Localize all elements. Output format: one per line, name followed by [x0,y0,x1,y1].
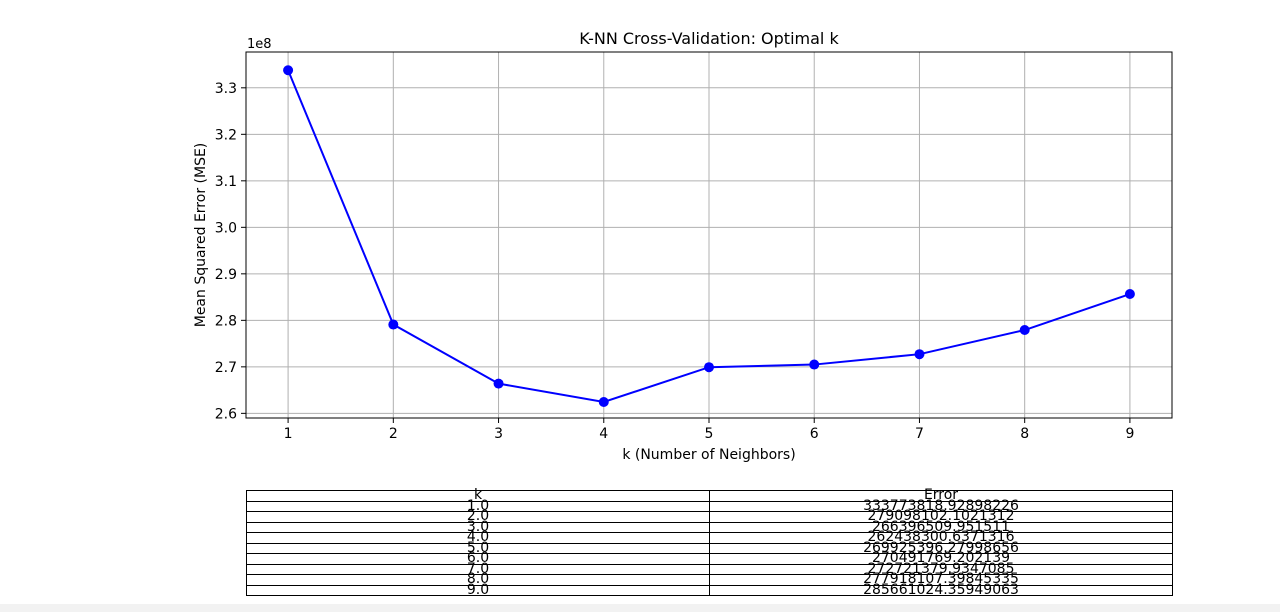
x-tick-label: 8 [1020,426,1029,442]
table-row: 6.0 270491769.202139 [246,551,1173,565]
table-row: 4.0 262438300.6371316 [246,530,1173,544]
chart: K-NN Cross-Validation: Optimal k 1 2 3 4 5 6 7… [193,29,1173,463]
data-point [1019,325,1030,336]
x-tick-label: 1 [284,426,293,442]
x-tick-label: 9 [1125,426,1134,442]
y-offset-label: 1e8 [247,37,272,52]
data-point [1124,289,1135,300]
bottom-strip [0,604,1280,612]
table-row: 9.0 285661024.35949063 [246,583,1173,596]
data-point [914,349,925,360]
error-table-container: k Error 1.0 333773818.92898226 2.0 2790981… [246,488,1173,596]
y-tick-label: 2.6 [215,406,237,422]
series-mse [283,65,1135,408]
table-row: 8.0 277918107.39845335 [246,572,1173,586]
x-tick-label: 7 [915,426,924,442]
x-tick-label: 3 [494,426,503,442]
x-tick-label: 4 [599,426,608,442]
grid [246,52,1172,418]
table-row: 1.0 333773818.92898226 [246,499,1173,512]
chart-title: K-NN Cross-Validation: Optimal k [579,29,839,48]
data-point [388,319,399,330]
y-tick-label: 3.0 [215,220,237,236]
data-point [598,397,609,408]
y-tick-label: 2.7 [215,360,237,376]
table-row: 7.0 272721379.9347085 [246,562,1173,575]
data-point [283,65,294,76]
y-tick-label: 2.8 [215,313,237,329]
error-table: k Error 1.0 333773818.92898226 2.0 2790981… [246,488,1173,596]
y-axis-label: Mean Squared Error (MSE) [193,143,209,328]
table-row: 2.0 279098102.1021312 [246,509,1173,523]
table-row: 5.0 269925396.27998656 [246,541,1173,554]
y-tick-label: 3.2 [215,127,237,143]
table-cell-error: 285661024.35949063 [709,583,1173,596]
x-tick-label: 5 [705,426,714,442]
x-tick-label: 2 [389,426,398,442]
table-header-row: k Error [246,488,1173,502]
x-tick-label: 6 [810,426,819,442]
axes: 1 2 3 4 5 6 7 8 9 2.6 2.7 2.8 2.9 3.0 3.1 3.2 3.3 [215,81,1135,442]
x-axis-label: k (Number of Neighbors) [622,447,795,463]
data-point [704,362,714,373]
y-tick-label: 2.9 [215,267,237,283]
table-cell-k: 9.0 [246,583,710,596]
y-tick-label: 3.3 [215,81,237,97]
y-tick-label: 3.1 [215,174,237,190]
table-row: 3.0 266396509.951511 [246,520,1173,533]
data-point [493,378,504,389]
data-point [809,359,820,370]
